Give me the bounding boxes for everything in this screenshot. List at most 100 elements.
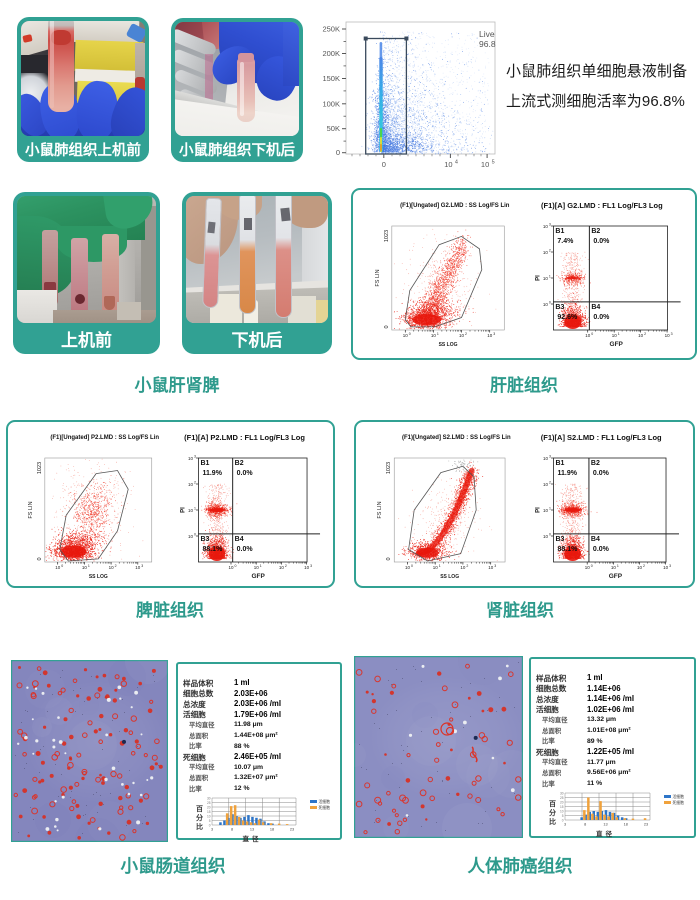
svg-text:10: 10 <box>109 565 115 570</box>
svg-text:13: 13 <box>603 823 607 827</box>
svg-text:2: 2 <box>549 249 551 253</box>
svg-text:(F1)[Ungated] G2.LMD : SS Log/: (F1)[Ungated] G2.LMD : SS Log/FS Lin <box>400 203 510 209</box>
svg-text:Live: Live <box>479 29 495 39</box>
svg-text:FS LIN: FS LIN <box>375 269 381 286</box>
svg-text:1: 1 <box>618 332 620 336</box>
svg-text:0.0%: 0.0% <box>593 238 610 245</box>
svg-text:10: 10 <box>304 565 310 570</box>
svg-text:SS LOG: SS LOG <box>439 342 458 348</box>
svg-text:0: 0 <box>209 824 211 828</box>
svg-text:(F1)[A] P2.LMD : FL1 Log/FL3 L: (F1)[A] P2.LMD : FL1 Log/FL3 Log <box>184 433 305 442</box>
svg-text:10: 10 <box>612 333 618 338</box>
svg-text:4: 4 <box>455 160 458 166</box>
svg-text:10: 10 <box>433 565 439 570</box>
svg-text:2: 2 <box>194 481 196 485</box>
svg-text:10: 10 <box>82 565 88 570</box>
svg-text:10: 10 <box>135 565 141 570</box>
svg-text:GFP: GFP <box>251 573 265 580</box>
svg-text:3: 3 <box>564 823 566 827</box>
svg-text:10: 10 <box>543 276 549 281</box>
svg-text:3: 3 <box>549 455 551 459</box>
svg-text:1: 1 <box>194 507 196 511</box>
svg-text:0.0%: 0.0% <box>237 546 254 553</box>
svg-text:3: 3 <box>211 828 213 832</box>
svg-text:2: 2 <box>465 332 467 336</box>
svg-text:23: 23 <box>644 823 648 827</box>
svg-text:5: 5 <box>209 819 211 823</box>
svg-text:死细胞: 死细胞 <box>673 800 685 805</box>
svg-text:2: 2 <box>466 564 468 568</box>
svg-text:B1: B1 <box>555 228 564 235</box>
svg-text:0: 0 <box>562 819 564 823</box>
svg-text:10: 10 <box>188 482 194 487</box>
svg-text:2: 2 <box>285 564 287 568</box>
svg-text:FS LIN: FS LIN <box>28 501 34 518</box>
svg-text:10: 10 <box>543 508 549 513</box>
svg-text:50K: 50K <box>327 124 340 133</box>
svg-text:B4: B4 <box>591 536 600 543</box>
svg-text:B3: B3 <box>200 536 209 543</box>
svg-text:2: 2 <box>115 564 117 568</box>
svg-text:200K: 200K <box>322 49 340 58</box>
svg-text:1: 1 <box>549 275 551 279</box>
svg-text:10: 10 <box>543 534 549 539</box>
svg-text:PI: PI <box>535 507 541 513</box>
svg-text:3: 3 <box>671 332 673 336</box>
svg-text:96.8: 96.8 <box>479 39 496 49</box>
svg-text:250K: 250K <box>322 25 340 34</box>
svg-text:10: 10 <box>431 333 437 338</box>
svg-text:1023: 1023 <box>384 230 390 242</box>
svg-text:10: 10 <box>543 250 549 255</box>
svg-text:15: 15 <box>207 810 211 814</box>
svg-text:0: 0 <box>61 564 63 568</box>
svg-text:0: 0 <box>411 564 413 568</box>
svg-text:92.6%: 92.6% <box>557 314 578 321</box>
svg-text:2: 2 <box>549 481 551 485</box>
svg-text:30: 30 <box>207 797 211 801</box>
svg-text:2: 2 <box>644 332 646 336</box>
svg-text:B2: B2 <box>591 228 600 235</box>
svg-text:1023: 1023 <box>386 462 392 474</box>
svg-text:0: 0 <box>386 557 392 560</box>
svg-text:(F1)[A] S2.LMD : FL1 Log/FL3 L: (F1)[A] S2.LMD : FL1 Log/FL3 Log <box>541 433 662 442</box>
svg-text:10: 10 <box>638 333 644 338</box>
svg-text:10: 10 <box>611 565 617 570</box>
svg-text:18: 18 <box>624 823 628 827</box>
svg-text:1: 1 <box>439 564 441 568</box>
svg-text:10: 10 <box>228 565 234 570</box>
svg-text:100K: 100K <box>322 99 340 108</box>
svg-text:10: 10 <box>585 333 591 338</box>
svg-text:11.9%: 11.9% <box>557 470 577 477</box>
svg-text:0.0%: 0.0% <box>593 546 610 553</box>
svg-text:1: 1 <box>260 564 262 568</box>
svg-text:B3: B3 <box>555 304 564 311</box>
svg-text:150K: 150K <box>322 74 340 83</box>
svg-text:活细胞: 活细胞 <box>673 794 685 799</box>
svg-text:8: 8 <box>584 823 586 827</box>
svg-text:10: 10 <box>279 565 285 570</box>
svg-text:0: 0 <box>384 325 390 328</box>
svg-text:10: 10 <box>188 508 194 513</box>
svg-text:3: 3 <box>493 332 495 336</box>
svg-text:0: 0 <box>194 533 196 537</box>
svg-text:0: 0 <box>591 564 593 568</box>
svg-text:PI: PI <box>180 507 186 513</box>
svg-text:B4: B4 <box>235 536 244 543</box>
svg-text:23: 23 <box>290 828 294 832</box>
svg-text:10: 10 <box>585 565 591 570</box>
svg-text:1: 1 <box>549 507 551 511</box>
svg-text:SS LOG: SS LOG <box>440 574 459 580</box>
svg-text:13: 13 <box>250 828 254 832</box>
svg-text:8: 8 <box>231 828 233 832</box>
svg-text:B1: B1 <box>200 460 209 467</box>
svg-text:0: 0 <box>235 564 237 568</box>
svg-text:10: 10 <box>488 565 494 570</box>
svg-text:B1: B1 <box>555 460 564 467</box>
svg-text:20: 20 <box>560 801 564 805</box>
svg-text:FS LIN: FS LIN <box>377 501 383 518</box>
svg-text:3: 3 <box>549 223 551 227</box>
svg-text:3: 3 <box>141 564 143 568</box>
svg-text:11.9%: 11.9% <box>202 470 222 477</box>
svg-text:1023: 1023 <box>37 462 43 474</box>
svg-text:30: 30 <box>560 792 564 796</box>
